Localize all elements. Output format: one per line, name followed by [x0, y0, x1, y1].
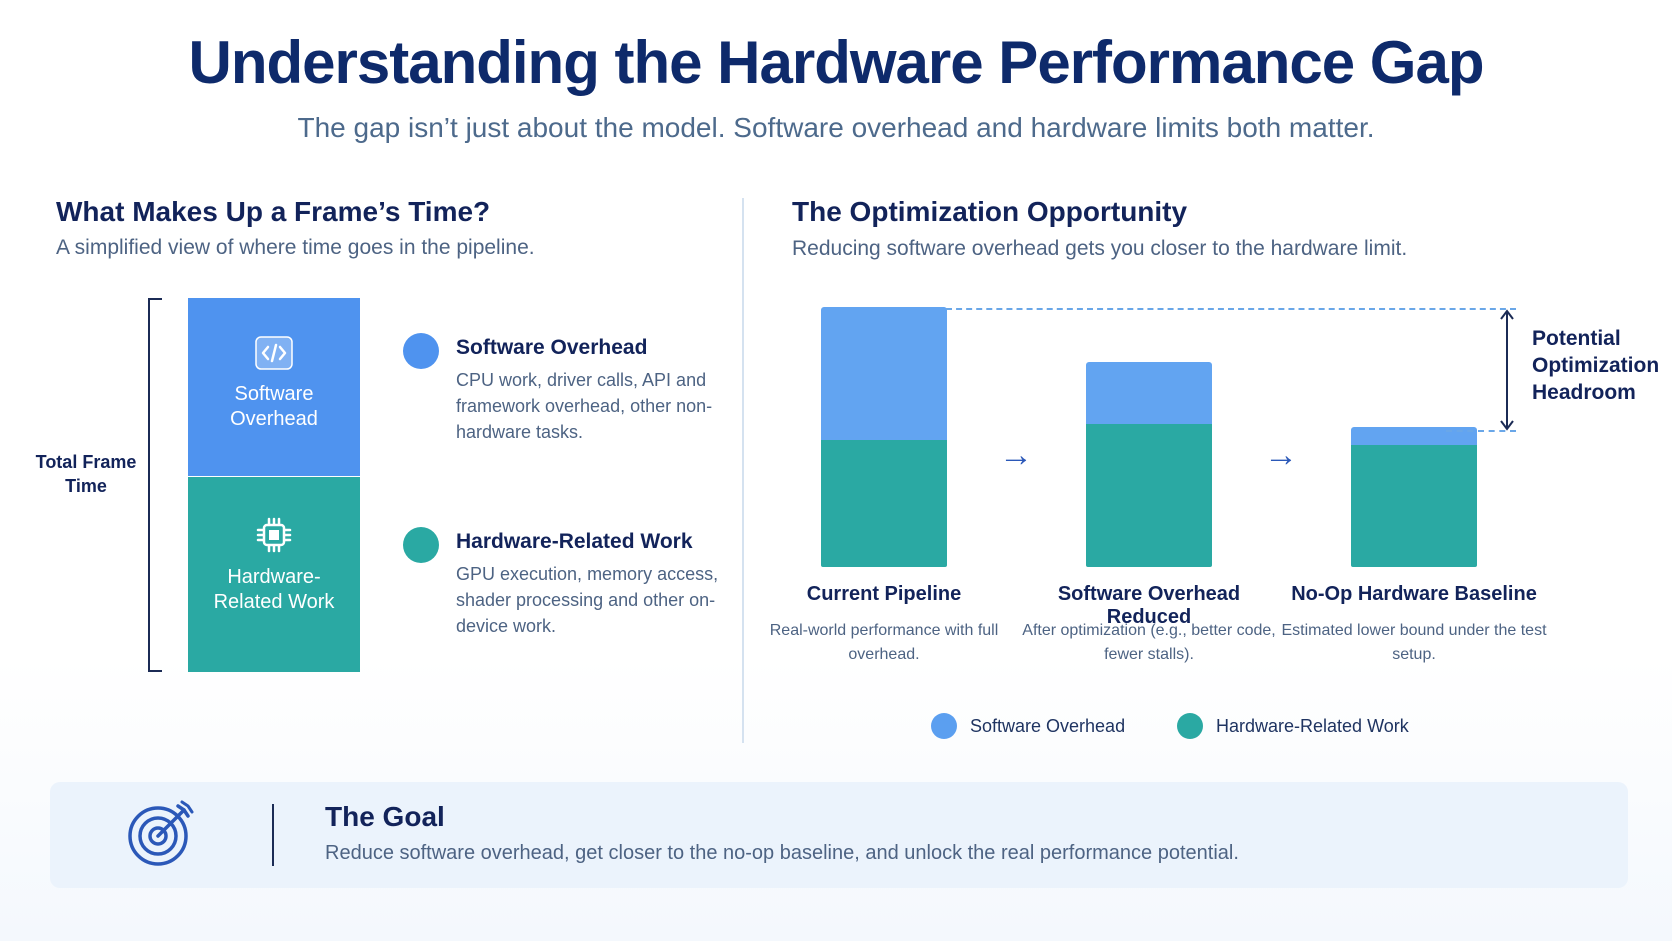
goal-panel: [50, 782, 1628, 888]
headroom-dashed-line-top: [946, 308, 1516, 310]
legend-hardware-label: Hardware-Related Work: [1216, 716, 1409, 736]
bar-noop-hardware-baseline-hardware: [1351, 444, 1477, 567]
double-arrow-icon: [1500, 309, 1514, 431]
goal-title: The Goal: [325, 801, 445, 832]
bar-noop-hardware-baseline: [1351, 426, 1477, 567]
stack-segment-hardware-work: Hardware-Related Work: [188, 477, 360, 672]
code-icon: [255, 336, 293, 370]
software-overhead-dot: [403, 333, 439, 369]
goal-separator: [272, 804, 274, 866]
chip-icon: [256, 517, 292, 553]
category-description: Estimated lower bound under the test set…: [1281, 622, 1547, 663]
page-subtitle: The gap isn’t just about the model. Soft…: [297, 112, 1375, 143]
right-section-title: The Optimization Opportunity: [792, 196, 1188, 227]
left-section-subtitle: A simplified view of where time goes in …: [56, 236, 535, 259]
total-frame-time-label: Total Frame Time: [35, 452, 137, 496]
total-frame-bracket: [148, 298, 162, 672]
right-section-subtitle: Reducing software overhead gets you clos…: [792, 237, 1408, 260]
headroom-label: Potential Optimization Headroom: [1532, 327, 1660, 404]
bar-software-overhead-reduced-hardware: [1086, 423, 1212, 567]
bar-current-pipeline: [821, 307, 947, 567]
page-title: Understanding the Hardware Performance G…: [188, 29, 1485, 96]
hardware-work-desc: GPU execution, memory access, shader pro…: [456, 564, 719, 636]
stack-software-label: Software Overhead: [230, 383, 318, 430]
bar-current-pipeline-hardware: [821, 439, 947, 567]
bar-noop-hardware-baseline-software: [1351, 426, 1477, 447]
hardware-work-title: Hardware-Related Work: [456, 530, 693, 553]
arrow-right-icon: →: [999, 436, 1033, 474]
category-description: After optimization (e.g., better code, f…: [1022, 622, 1276, 663]
left-section-title: What Makes Up a Frame’s Time?: [56, 196, 491, 227]
headroom-dashed-line-bottom: [1446, 430, 1516, 432]
arrow-right-icon: →: [1264, 436, 1298, 474]
category-label: No-Op Hardware Baseline: [1291, 583, 1537, 605]
hardware-work-dot: [403, 527, 439, 563]
legend-software-dot: [931, 713, 957, 739]
bar-software-overhead-reduced: [1086, 361, 1212, 567]
category-label: Software Overhead Reduced: [1057, 583, 1241, 628]
legend-software-label: Software Overhead: [970, 716, 1126, 736]
goal-text: Reduce software overhead, get closer to …: [325, 842, 1239, 864]
stack-segment-software-overhead: Software Overhead: [188, 298, 360, 476]
category-label: Current Pipeline: [806, 583, 962, 605]
category-description: Real-world performance with full overhea…: [769, 622, 999, 663]
section-divider: [742, 198, 744, 743]
bar-software-overhead-reduced-software: [1086, 361, 1212, 426]
stack-hardware-label: Hardware-Related Work: [213, 566, 335, 613]
software-overhead-title: Software Overhead: [456, 336, 648, 359]
bar-current-pipeline-software: [821, 307, 947, 442]
legend-hardware-dot: [1177, 713, 1203, 739]
software-overhead-desc: CPU work, driver calls, API and framewor…: [456, 370, 713, 442]
target-icon: [128, 800, 194, 866]
